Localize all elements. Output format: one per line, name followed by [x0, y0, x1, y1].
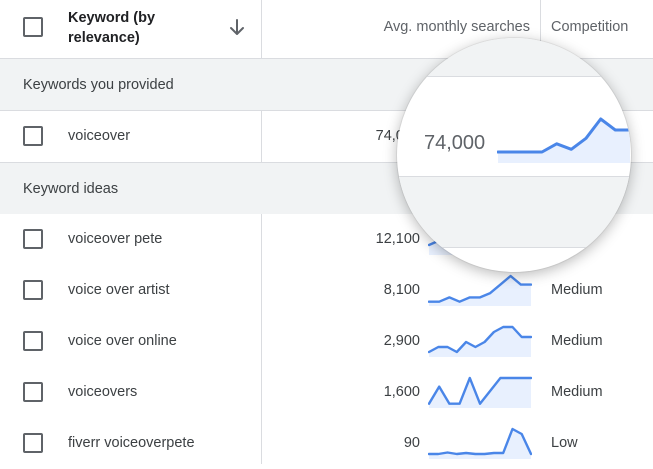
trend-sparkline [428, 274, 532, 306]
competition-cell: Medium [551, 333, 603, 349]
sparkline-area [429, 327, 531, 357]
competition-cell: Medium [551, 384, 603, 400]
magnified-row-divider [397, 176, 631, 177]
arrow-down-icon[interactable] [228, 18, 246, 38]
sparkline-area [429, 276, 531, 306]
competition-cell: Low [551, 435, 578, 451]
table-row[interactable]: voice over artist 8,100 Medium [0, 265, 653, 317]
sparkline-line [428, 274, 532, 303]
column-divider [261, 111, 262, 162]
column-divider [261, 0, 262, 58]
trend-sparkline [428, 427, 532, 459]
section-label: Keywords you provided [23, 77, 174, 93]
competition-header[interactable]: Competition [551, 19, 629, 35]
magnified-trend-sparkline [497, 117, 631, 163]
row-checkbox[interactable] [23, 126, 43, 146]
select-all-checkbox[interactable] [23, 17, 43, 37]
row-checkbox[interactable] [23, 331, 43, 351]
sparkline-line [497, 117, 631, 154]
row-checkbox[interactable] [23, 433, 43, 453]
table-row[interactable]: voice over online 2,900 Medium [0, 316, 653, 368]
keyword-cell: fiverr voiceoverpete [68, 435, 195, 451]
keyword-column-header[interactable]: Keyword (by relevance) [68, 10, 156, 46]
table-row[interactable]: voiceovers 1,600 Medium [0, 367, 653, 419]
avg-searches-cell: 2,900 [383, 333, 420, 349]
avg-searches-cell: 90 [403, 435, 420, 451]
sparkline-line [428, 325, 532, 354]
avg-monthly-searches-header[interactable]: Avg. monthly searches [383, 19, 530, 35]
competition-cell: Medium [551, 282, 603, 298]
magnifier-lens: 74,000 [397, 38, 631, 272]
keyword-cell: voice over artist [68, 282, 170, 298]
keyword-cell: voiceover pete [68, 231, 163, 247]
trend-sparkline [428, 325, 532, 357]
sparkline-line [428, 427, 532, 456]
column-divider [540, 0, 541, 58]
magnified-section-band [397, 177, 631, 248]
avg-searches-cell: 1,600 [383, 384, 420, 400]
avg-searches-cell: 8,100 [383, 282, 420, 298]
column-divider [261, 214, 262, 464]
magnified-section-band [397, 38, 631, 77]
sparkline-area [429, 429, 531, 459]
section-label: Keyword ideas [23, 181, 119, 197]
sparkline-line [428, 376, 532, 405]
trend-sparkline [428, 376, 532, 408]
row-checkbox[interactable] [23, 229, 43, 249]
keyword-cell: voiceover [68, 128, 131, 144]
magnified-avg-searches: 74,000 [424, 132, 486, 154]
sparkline-area [429, 378, 531, 408]
table-row[interactable]: fiverr voiceoverpete 90 Low [0, 418, 653, 469]
keyword-cell: voiceovers [68, 384, 138, 400]
row-checkbox[interactable] [23, 280, 43, 300]
row-checkbox[interactable] [23, 382, 43, 402]
table-header: Keyword (by relevance) Avg. monthly sear… [0, 0, 653, 59]
keyword-cell: voice over online [68, 333, 177, 349]
